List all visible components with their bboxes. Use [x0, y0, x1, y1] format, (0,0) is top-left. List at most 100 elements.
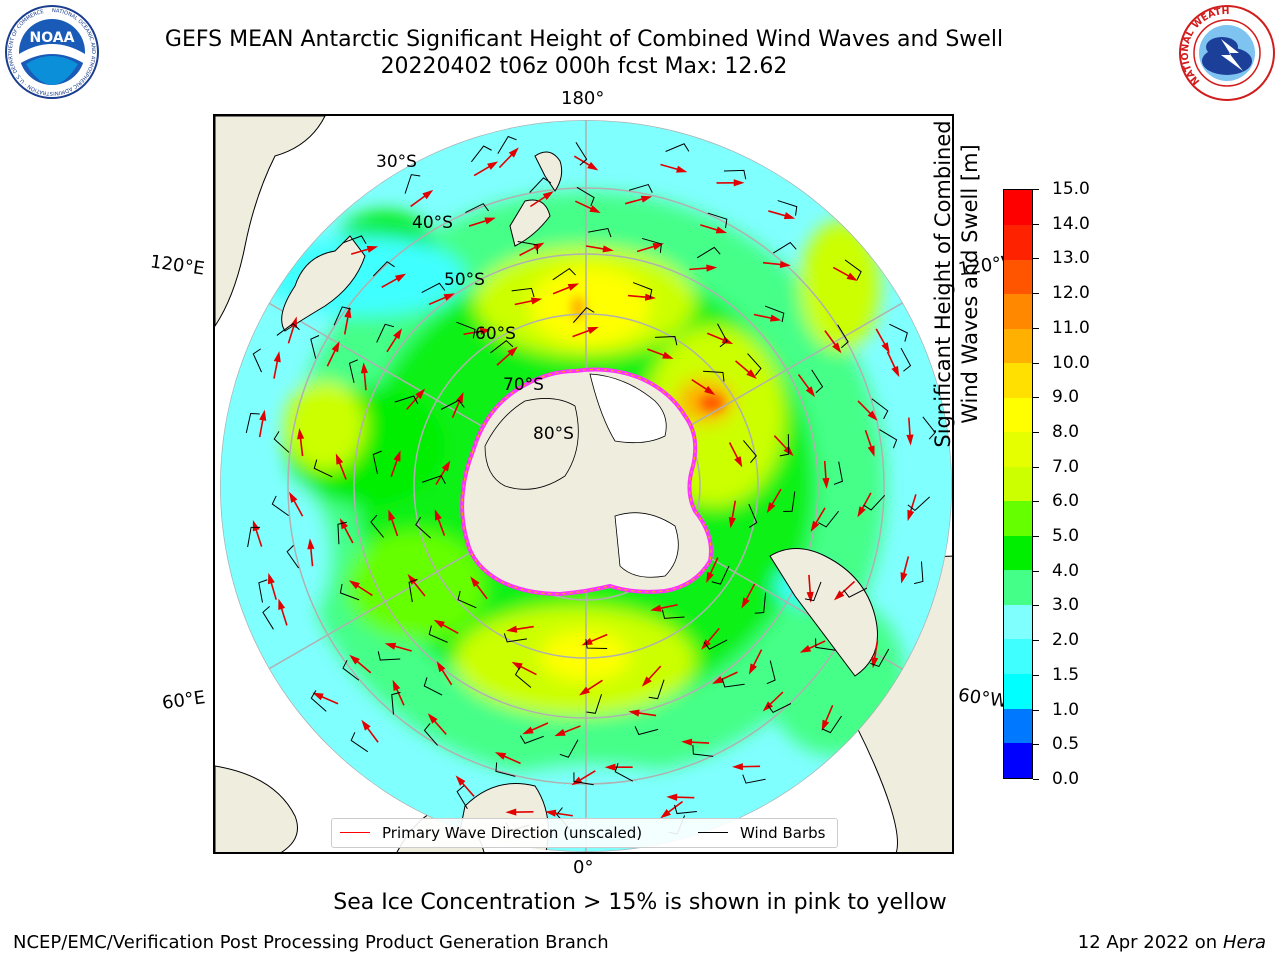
colorbar-segment: [1004, 638, 1032, 674]
wave-arrowhead: [394, 273, 407, 283]
wind-barb: [519, 735, 544, 744]
wind-barb: [342, 235, 367, 244]
wind-barb: [702, 370, 725, 382]
wind-barb: [783, 491, 796, 513]
colorbar-segment: [1004, 707, 1032, 744]
wind-barb: [804, 581, 822, 602]
wind-barb: [559, 739, 579, 758]
wind-barb: [654, 335, 678, 346]
wave-arrowhead: [297, 428, 305, 440]
wind-barb: [844, 259, 862, 280]
colorbar-segment: [1004, 259, 1032, 295]
credit-left: NCEP/EMC/Verification Post Processing Pr…: [13, 932, 609, 953]
wave-arrowhead: [388, 509, 396, 521]
wind-barb: [742, 774, 766, 784]
wave-arrowhead: [393, 328, 403, 340]
wave-arrowhead: [728, 517, 736, 529]
wind-barb: [465, 203, 489, 214]
colorbar-tick-label: 8.0: [1052, 421, 1080, 442]
wind-barb: [517, 241, 538, 254]
wind-barb: [404, 174, 421, 194]
wind-barb: [552, 267, 576, 281]
colorbar-tick-mark: [1033, 779, 1039, 780]
lon-label-120e: 120°E: [148, 251, 206, 280]
wave-arrowhead: [312, 692, 324, 701]
colorbar-segment: [1004, 224, 1032, 260]
colorbar-tick-label: 14.0: [1052, 213, 1090, 234]
colorbar-tick-label: 5.0: [1052, 526, 1080, 547]
wave-arrowhead: [433, 619, 445, 629]
wave-arrowhead: [810, 520, 820, 532]
map-frame: [213, 114, 954, 854]
colorbar-segment: [1004, 500, 1032, 536]
wind-barb: [490, 340, 514, 354]
colorbar-tick-label: 3.0: [1052, 595, 1080, 616]
wind-barb: [767, 703, 792, 714]
wind-barb: [514, 666, 532, 688]
colorbar-segment: [1004, 535, 1032, 571]
wave-arrowhead: [706, 571, 714, 584]
colorbar-segment: [1004, 293, 1032, 329]
wave-arrowhead: [846, 272, 858, 281]
wave-arrowhead: [741, 597, 750, 609]
wind-barb: [748, 503, 758, 528]
wave-arrowhead: [479, 327, 492, 335]
wave-arrowhead: [339, 518, 349, 530]
wind-barb: [342, 659, 360, 681]
legend-wave-label: Primary Wave Direction (unscaled): [382, 824, 643, 842]
wave-arrowhead: [706, 264, 718, 272]
wave-arrowhead: [470, 576, 480, 588]
wave-arrowhead: [567, 283, 580, 291]
wave-arrowhead: [361, 719, 371, 731]
wind-barb: [879, 429, 898, 449]
noaa-logo-text: NOAA: [30, 30, 75, 46]
colorbar-tick-label: 0.0: [1052, 769, 1080, 789]
wind-barb: [457, 590, 477, 609]
wind-barb: [754, 592, 767, 614]
wind-barb: [815, 638, 836, 651]
wind-barb: [497, 135, 517, 154]
colorbar-tick-mark: [1033, 674, 1039, 676]
wave-arrowhead: [650, 604, 662, 612]
colorbar-tick-mark: [1033, 397, 1039, 399]
lon-label-60e: 60°E: [160, 687, 207, 714]
wave-arrowhead: [436, 661, 446, 673]
wind-barb: [339, 583, 360, 601]
wind-barb: [276, 322, 300, 336]
wave-arrowhead: [554, 728, 566, 737]
lat-label-50s: 50°S: [444, 270, 485, 290]
wind-barb: [576, 186, 595, 207]
colorbar-tick-mark: [1033, 466, 1039, 468]
sea-ice-footnote: Sea Ice Concentration > 15% is shown in …: [333, 890, 947, 915]
wave-arrowhead: [833, 590, 845, 601]
wind-barb: [456, 785, 468, 810]
legend-barb-swatch: [698, 832, 728, 833]
wind-barb: [837, 324, 849, 349]
wind-barb: [665, 143, 690, 152]
polar-map: [215, 116, 952, 852]
wind-barb: [333, 306, 352, 326]
wind-barb: [614, 763, 634, 782]
wind-barb: [421, 282, 446, 293]
lon-label-60w: 60°W: [956, 684, 1009, 713]
chart-title: GEFS MEAN Antarctic Significant Height o…: [164, 27, 1004, 52]
wind-barb: [337, 521, 347, 545]
primary-wave-direction-arrows: [252, 147, 917, 819]
wave-arrowhead: [733, 179, 745, 187]
colorbar-title: Significant Height of Combined Wind Wave…: [930, 84, 984, 484]
wind-barb: [721, 678, 745, 688]
wind-barb: [743, 440, 757, 464]
wind-barb: [661, 609, 685, 619]
wave-arrowhead: [783, 212, 796, 220]
colorbar-segment: [1004, 431, 1032, 467]
nws-logo: NATIONAL WEATHER SERVICE: [1177, 3, 1275, 101]
colorbar-segment: [1004, 569, 1032, 605]
credit-right: 12 Apr 2022 on Hera: [1078, 932, 1266, 953]
wave-arrowhead: [484, 217, 496, 225]
wind-barb: [372, 261, 395, 277]
wave-arrowhead: [335, 453, 344, 465]
chart-subtitle: 20220402 t06z 000h fcst Max: 12.62: [380, 54, 788, 79]
wave-arrowhead: [900, 572, 908, 584]
wind-barb: [394, 395, 419, 405]
wind-barb: [588, 228, 612, 238]
